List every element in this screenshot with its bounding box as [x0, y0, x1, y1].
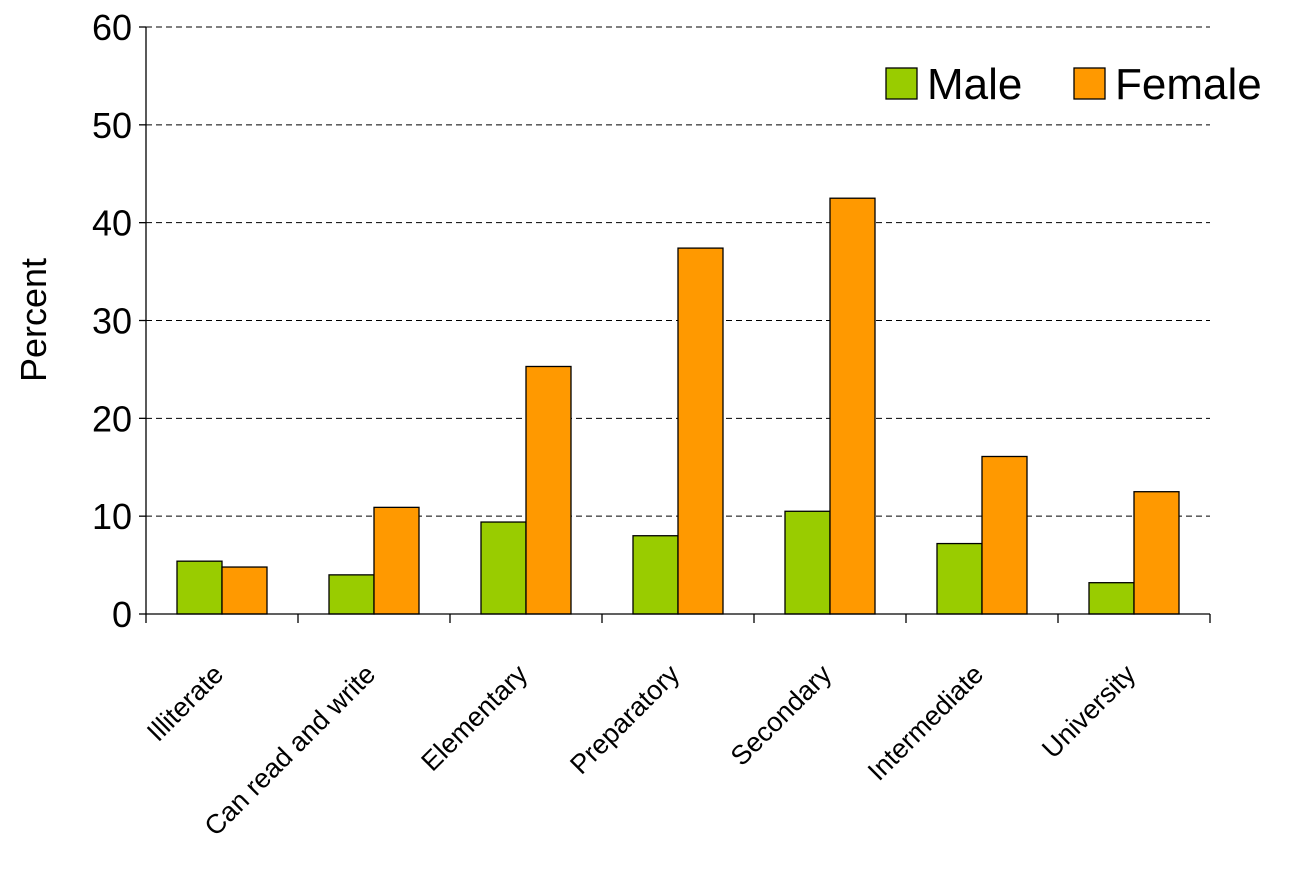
bar-male [1088, 582, 1135, 615]
bar-female [829, 197, 876, 615]
x-tick-label: Elementary [415, 659, 533, 777]
y-tick-label: 60 [92, 7, 132, 48]
bar-male [784, 510, 831, 615]
bar-female [373, 506, 420, 615]
x-tick-label: Preparatory [564, 659, 685, 780]
legend-swatch-male [885, 67, 918, 100]
bar-male [632, 535, 679, 615]
bar-male [480, 521, 527, 615]
bar-male [936, 542, 983, 615]
y-tick-label: 10 [92, 496, 132, 537]
legend-swatch-female [1073, 67, 1106, 100]
x-tick-label: Illiterate [141, 659, 229, 747]
y-tick-label: 30 [92, 301, 132, 342]
bar-female [1133, 491, 1180, 615]
legend-label-male: Male [927, 60, 1022, 109]
x-tick-label: Can read and write [199, 659, 382, 842]
bar-male [176, 560, 223, 615]
y-tick-label: 20 [92, 398, 132, 439]
legend-label-female: Female [1115, 60, 1262, 109]
bar-female [677, 247, 724, 615]
y-tick-labels: 0 10 20 30 40 50 60 [92, 7, 132, 635]
bar-female [981, 455, 1028, 615]
bar-male [328, 574, 375, 615]
bars [176, 197, 1180, 615]
x-tick-label: University [1036, 659, 1141, 764]
y-axis-title: Percent [13, 258, 54, 382]
bar-female [221, 566, 268, 615]
y-tick-label: 40 [92, 203, 132, 244]
bar-female [525, 365, 572, 615]
legend: Male Female [885, 60, 1262, 109]
x-tick-label: Secondary [725, 659, 838, 772]
y-tick-label: 0 [112, 594, 132, 635]
x-tick-label: Intermediate [862, 659, 989, 786]
y-tick-label: 50 [92, 105, 132, 146]
axes [139, 26, 1211, 623]
